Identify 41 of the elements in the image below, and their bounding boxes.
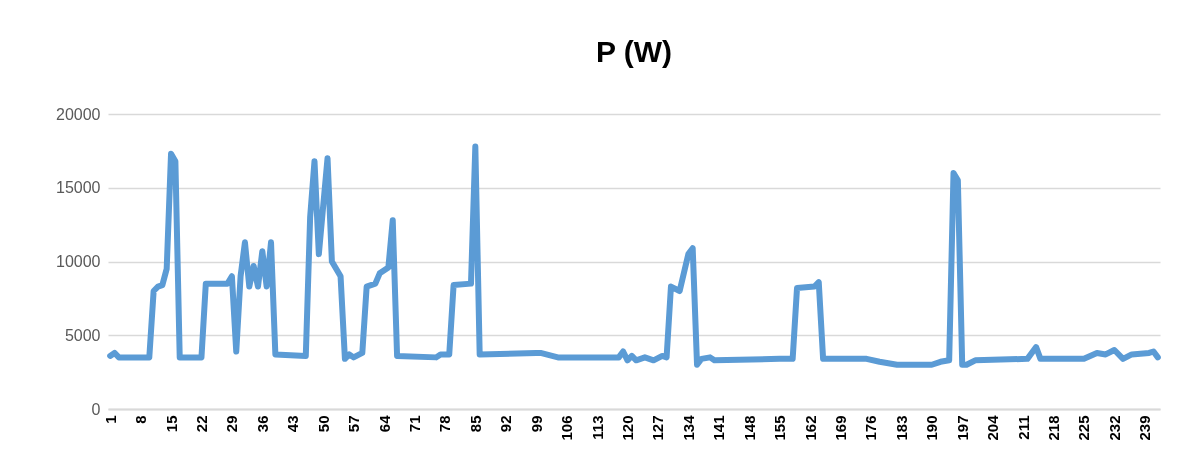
x-tick-label: 190: [923, 415, 941, 441]
x-tick-label: 8: [132, 415, 150, 424]
x-tick-label: 71: [405, 415, 423, 433]
x-tick-label: 43: [284, 415, 302, 433]
x-tick-label: 176: [862, 415, 880, 441]
x-tick-label: 148: [740, 415, 758, 441]
x-tick-label: 134: [679, 414, 697, 441]
x-tick-label: 64: [375, 414, 393, 433]
x-tick-label: 15: [162, 415, 180, 433]
x-tick-label: 141: [710, 415, 728, 441]
x-tick-label: 29: [223, 415, 241, 433]
x-tick-label: 113: [588, 415, 606, 440]
x-tick-label: 92: [497, 415, 515, 433]
y-tick-label: 5000: [64, 326, 101, 344]
x-tick-label: 225: [1075, 415, 1093, 441]
x-tick-label: 204: [984, 414, 1002, 441]
x-tick-label: 22: [192, 415, 210, 433]
x-tick-label: 50: [314, 415, 332, 433]
x-tick-label: 57: [345, 415, 363, 433]
x-tick-label: 120: [618, 415, 636, 441]
x-tick-label: 183: [892, 415, 910, 441]
x-tick-label: 78: [436, 415, 454, 433]
x-tick-label: 232: [1105, 415, 1123, 441]
x-tick-label: 99: [527, 415, 545, 433]
x-tick-label: 127: [649, 415, 667, 441]
x-tick-label: 1: [101, 415, 119, 424]
x-tick-label: 106: [558, 415, 576, 441]
x-tick-label: 162: [801, 415, 819, 441]
x-tick-label: 169: [831, 415, 849, 441]
chart-title: P (W): [595, 35, 673, 68]
y-tick-label: 15000: [56, 179, 101, 197]
x-tick-label: 155: [771, 415, 789, 441]
x-tick-label: 197: [953, 415, 971, 441]
y-tick-label: 10000: [56, 253, 101, 270]
x-tick-label: 211: [1014, 415, 1032, 440]
x-tick-label: 85: [466, 415, 484, 433]
y-tick-label: 0: [91, 400, 101, 418]
y-tick-label: 20000: [56, 105, 101, 123]
x-tick-label: 36: [253, 415, 271, 433]
x-tick-label: 218: [1045, 415, 1062, 441]
x-tick-label: 239: [1136, 415, 1154, 441]
